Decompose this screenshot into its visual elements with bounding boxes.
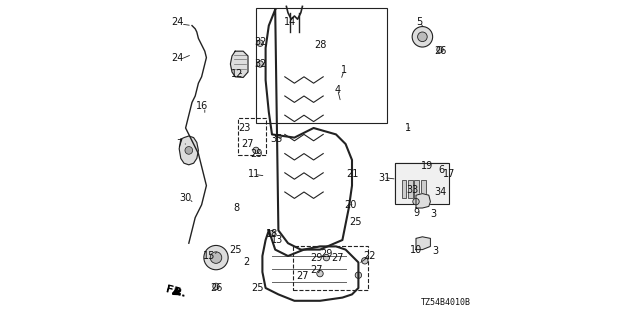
Circle shape xyxy=(362,258,368,264)
Text: 25: 25 xyxy=(229,244,241,255)
Circle shape xyxy=(210,252,222,263)
Circle shape xyxy=(257,61,264,67)
Text: 29: 29 xyxy=(250,148,262,159)
Text: 20: 20 xyxy=(344,200,356,210)
Text: 32: 32 xyxy=(255,59,267,69)
Circle shape xyxy=(323,254,330,261)
Text: 1: 1 xyxy=(341,65,347,76)
FancyBboxPatch shape xyxy=(394,163,449,204)
Text: 16: 16 xyxy=(195,100,208,111)
Text: 30: 30 xyxy=(179,193,192,204)
Text: FR.: FR. xyxy=(164,284,186,299)
Text: 24: 24 xyxy=(172,17,184,28)
Polygon shape xyxy=(179,136,198,165)
Text: 27: 27 xyxy=(296,271,308,281)
Text: 5: 5 xyxy=(416,17,422,28)
Text: 23: 23 xyxy=(239,123,251,133)
Text: 15: 15 xyxy=(204,251,216,261)
Text: 25: 25 xyxy=(252,283,264,293)
Text: 18: 18 xyxy=(266,228,278,239)
Bar xyxy=(421,180,426,198)
Text: 21: 21 xyxy=(346,169,358,180)
Circle shape xyxy=(412,27,433,47)
Text: 7: 7 xyxy=(176,139,182,149)
Text: 9: 9 xyxy=(413,208,419,218)
Text: 35: 35 xyxy=(271,134,283,144)
Text: 2: 2 xyxy=(243,257,250,268)
Circle shape xyxy=(204,245,228,270)
Text: 33: 33 xyxy=(406,185,419,196)
Text: 3: 3 xyxy=(432,246,438,256)
Text: 27: 27 xyxy=(310,265,323,276)
Text: 24: 24 xyxy=(172,52,184,63)
Text: 27: 27 xyxy=(242,139,254,149)
Polygon shape xyxy=(416,194,430,208)
Text: 28: 28 xyxy=(314,40,326,50)
Text: 32: 32 xyxy=(255,36,267,47)
Circle shape xyxy=(212,283,219,290)
Text: 13: 13 xyxy=(271,235,283,245)
Polygon shape xyxy=(416,237,430,250)
Circle shape xyxy=(257,40,264,46)
Circle shape xyxy=(417,32,428,42)
Bar xyxy=(239,118,266,155)
Text: 22: 22 xyxy=(364,251,376,261)
Text: 17: 17 xyxy=(444,169,456,180)
Text: 8: 8 xyxy=(234,203,240,213)
Polygon shape xyxy=(230,51,248,77)
Text: 26: 26 xyxy=(210,283,222,293)
Text: 10: 10 xyxy=(410,244,422,255)
Bar xyxy=(256,8,387,123)
Bar xyxy=(408,180,413,198)
Bar xyxy=(415,180,419,198)
Text: 12: 12 xyxy=(230,68,243,79)
Text: 27: 27 xyxy=(332,252,344,263)
Text: 26: 26 xyxy=(434,46,446,56)
Circle shape xyxy=(437,46,443,53)
Text: 19: 19 xyxy=(421,161,433,172)
Text: 29: 29 xyxy=(320,249,333,260)
Bar xyxy=(292,246,368,290)
Circle shape xyxy=(185,147,193,154)
Circle shape xyxy=(413,198,419,205)
Text: 4: 4 xyxy=(335,84,340,95)
Text: TZ54B4010B: TZ54B4010B xyxy=(420,298,470,307)
Circle shape xyxy=(269,230,275,237)
Bar xyxy=(396,163,448,203)
Text: 6: 6 xyxy=(438,164,445,175)
Circle shape xyxy=(253,147,259,154)
Bar xyxy=(402,180,406,198)
Text: 31: 31 xyxy=(378,172,390,183)
Text: 14: 14 xyxy=(284,17,296,28)
Text: 1: 1 xyxy=(405,123,411,133)
Text: 11: 11 xyxy=(248,169,260,180)
Text: 29: 29 xyxy=(310,252,323,263)
Circle shape xyxy=(355,272,362,278)
Text: 3: 3 xyxy=(431,209,436,220)
Circle shape xyxy=(317,270,323,277)
Text: 34: 34 xyxy=(434,187,446,197)
Text: 25: 25 xyxy=(349,217,362,228)
